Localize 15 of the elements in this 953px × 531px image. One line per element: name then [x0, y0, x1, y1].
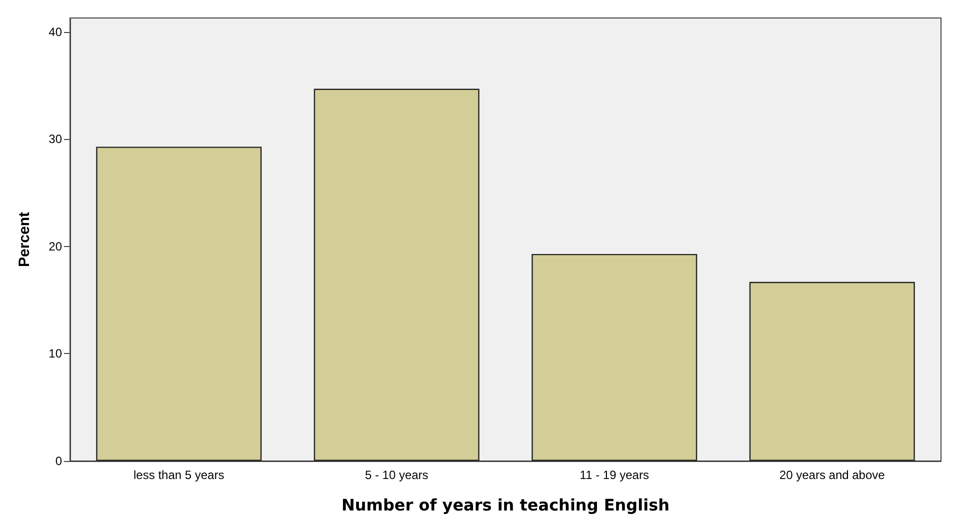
y-tick-label: 10	[48, 346, 62, 361]
y-tick-label: 0	[55, 454, 62, 468]
x-axis-title: Number of years in teaching English	[342, 496, 670, 514]
x-tick-label: 20 years and above	[779, 468, 886, 482]
x-tick-label: 5 - 10 years	[364, 468, 428, 482]
bar	[96, 146, 262, 461]
y-axis-title: Percent	[16, 212, 33, 268]
y-tick-label: 20	[48, 239, 62, 254]
y-tick-label: 40	[48, 24, 62, 39]
bar	[314, 88, 480, 461]
bar	[532, 254, 698, 461]
y-tick-label: 30	[48, 132, 62, 146]
x-tick-label: 11 - 19 years	[580, 468, 649, 482]
x-tick-label: less than 5 years	[134, 468, 224, 482]
bar	[749, 282, 915, 461]
